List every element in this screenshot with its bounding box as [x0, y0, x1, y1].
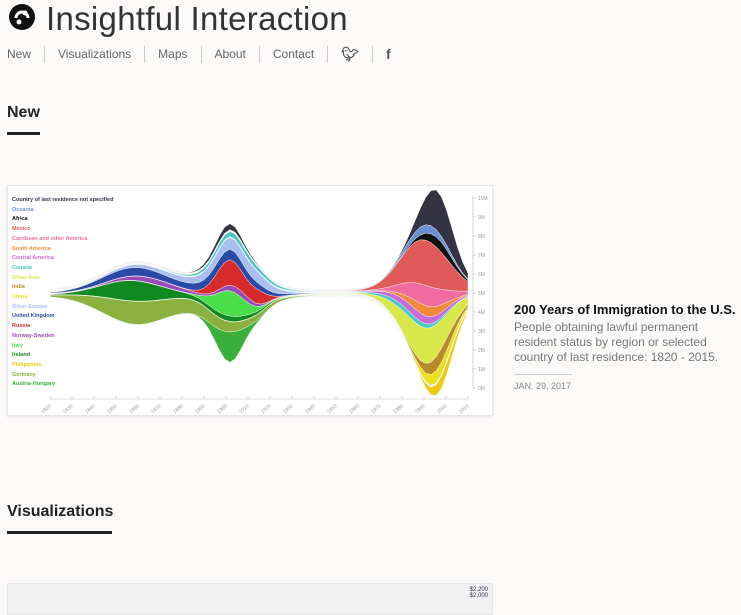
legend-item[interactable]: India [12, 284, 25, 291]
x-tick-label: 1870 [150, 403, 163, 415]
post-date: JAN. 29, 2017 [514, 381, 572, 391]
x-tick-label: 1820 [40, 403, 53, 415]
x-tick-label: 1930 [282, 403, 295, 415]
nav-visualizations[interactable]: Visualizations [44, 46, 144, 63]
nav-maps[interactable]: Maps [144, 46, 200, 63]
x-tick-label: 1920 [260, 403, 273, 415]
y-tick-label: 1M [478, 367, 485, 373]
section-heading-new: New [7, 104, 40, 121]
post-description: People obtaining lawful permanent reside… [514, 320, 719, 364]
legend-item[interactable]: South America [12, 245, 51, 252]
x-tick-label: 1910 [238, 403, 251, 415]
legend-item[interactable]: Oceania [12, 206, 34, 213]
main-nav: New Visualizations Maps About Contact 🐦︎… [7, 46, 404, 63]
heading-underline [7, 531, 112, 534]
x-tick-label: 1850 [106, 403, 119, 415]
legend-item[interactable]: Other Asia [12, 274, 40, 281]
y-tick-label: 10M [478, 196, 488, 202]
y-tick-label: 0M [478, 386, 485, 392]
legend-item[interactable]: Austria-Hungary [12, 381, 56, 388]
section-heading-visualizations: Visualizations [7, 503, 114, 520]
visualization-thumbnail[interactable]: $2,200 $2,000 [7, 583, 493, 615]
legend-item[interactable]: Carribean and other America [12, 235, 88, 242]
x-tick-label: 1960 [348, 403, 361, 415]
heading-underline [7, 132, 40, 135]
x-tick-label: 1840 [84, 403, 97, 415]
y-tick-label: 4M [478, 310, 485, 316]
x-tick-label: 2000 [436, 403, 449, 415]
y-tick-label: 5M [478, 291, 485, 297]
legend-value: $2,000 [469, 593, 488, 599]
thumbnail-legend: $2,200 $2,000 [470, 587, 488, 599]
facebook-icon[interactable]: f [372, 46, 404, 63]
legend-item[interactable]: Philippines [12, 361, 42, 368]
x-tick-label: 1970 [370, 403, 383, 415]
post-thumbnail[interactable]: Country of last residence not specified O… [7, 185, 493, 416]
legend-item[interactable]: Germany [12, 371, 36, 378]
x-tick-label: 1830 [62, 403, 75, 415]
y-tick-label: 6M [478, 272, 485, 278]
legend-item[interactable]: Africa [12, 216, 28, 223]
x-tick-label: 2010 [458, 403, 471, 415]
post-summary: 200 Years of Immigration to the U.S. Peo… [514, 302, 741, 391]
y-tick-label: 7M [478, 253, 485, 259]
legend-value: $2,200 [469, 587, 488, 593]
x-tick-label: 1950 [326, 403, 339, 415]
site-title[interactable]: Insightful Interaction [46, 0, 348, 37]
y-tick-label: 8M [478, 234, 485, 240]
y-tick-label: 2M [478, 348, 485, 354]
logo-icon[interactable] [7, 2, 37, 32]
legend-item[interactable]: Other Europe [12, 303, 48, 310]
x-tick-label: 1990 [414, 403, 427, 415]
legend-item[interactable]: Mexico [12, 226, 31, 233]
legend-item[interactable]: Canada [12, 264, 32, 271]
legend-item[interactable]: Russia [12, 323, 31, 330]
legend-item[interactable]: Country of last residence not specified [12, 197, 114, 203]
legend-item[interactable]: China [12, 294, 28, 301]
nav-about[interactable]: About [200, 46, 259, 63]
legend-item[interactable]: Central America [12, 255, 54, 262]
streamgraph: 10M 9M 8M 7M 6M 5M 4M 3M 2M 1M 0M 1820 1830 1840 1850 1… [40, 189, 488, 415]
legend-item[interactable]: Norway-Sweden [12, 332, 55, 339]
x-tick-label: 1980 [392, 403, 405, 415]
chart-legend: Country of last residence not specified O… [12, 196, 113, 390]
stream-layer[interactable] [49, 295, 469, 397]
y-tick-label: 3M [478, 329, 485, 335]
legend-item[interactable]: United Kingdom [12, 313, 55, 320]
twitter-icon[interactable]: 🐦︎ [327, 46, 372, 63]
nav-contact[interactable]: Contact [258, 46, 327, 63]
x-tick-label: 1940 [304, 403, 317, 415]
y-tick-label: 9M [478, 215, 485, 221]
legend-item[interactable]: Ireland [12, 352, 31, 359]
nav-new[interactable]: New [7, 47, 32, 61]
post-title[interactable]: 200 Years of Immigration to the U.S. [514, 302, 736, 317]
x-tick-label: 1860 [128, 403, 141, 415]
x-tick-label: 1880 [172, 403, 185, 415]
x-tick-label: 1900 [216, 403, 229, 415]
x-tick-label: 1890 [194, 403, 207, 415]
divider [514, 374, 572, 375]
legend-item[interactable]: Italy [12, 342, 24, 349]
